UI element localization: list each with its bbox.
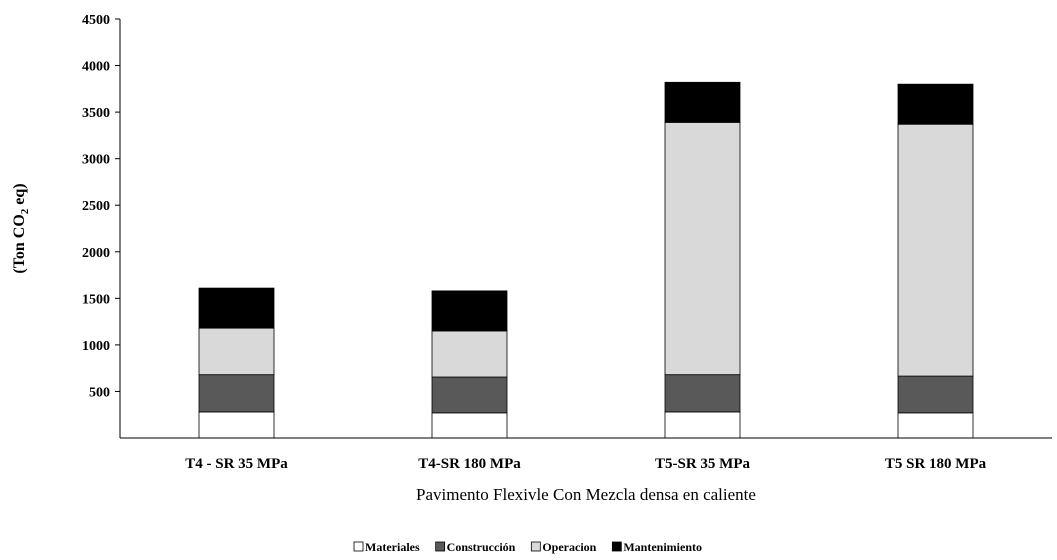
y-tick-label: 4500 <box>82 13 110 28</box>
bar-segment-construcci-n <box>431 376 508 414</box>
x-category-label: T5 SR 180 MPa <box>885 456 987 472</box>
y-tick-label: 4000 <box>82 60 110 75</box>
bar-segment-construcci-n <box>664 374 741 413</box>
legend-label: Operacion <box>542 540 596 554</box>
y-tick-label: 500 <box>89 385 110 400</box>
legend-item: Materiales <box>353 540 420 554</box>
y-axis-label: (Ton CO2 eq) <box>11 183 31 273</box>
legend: Materiales Construcción Operacion Mantenimi… <box>353 540 702 554</box>
legend-label: Materiales <box>365 540 420 554</box>
legend-item: Operacion <box>530 540 597 554</box>
bar-segment-operacion <box>198 327 275 376</box>
legend-swatch <box>611 541 622 552</box>
y-tick-label: 2500 <box>82 199 110 214</box>
legend-swatch <box>435 541 446 552</box>
x-category-label: T4 - SR 35 MPa <box>185 456 288 472</box>
bar-segment-materiales <box>431 412 508 439</box>
bar-segment-construcci-n <box>897 375 974 414</box>
bar-segment-mantenimiento <box>198 287 275 329</box>
bar-segment-materiales <box>198 411 275 439</box>
x-category-label: T5-SR 35 MPa <box>655 456 750 472</box>
legend-swatch <box>353 541 364 552</box>
y-axis-label-subscript: 2 <box>19 208 31 214</box>
bar-segment-construcci-n <box>198 374 275 413</box>
y-axis-label-end: eq) <box>11 183 28 208</box>
y-tick-label: 1000 <box>82 339 110 354</box>
x-category-label: T4-SR 180 MPa <box>418 456 521 472</box>
bar-segment-materiales <box>664 411 741 439</box>
y-tick-label: 2000 <box>82 246 110 261</box>
y-tick-label: 3000 <box>82 153 110 168</box>
legend-label: Mantenimiento <box>623 540 702 554</box>
legend-item: Mantenimiento <box>611 540 702 554</box>
y-tick-label: 1500 <box>82 292 110 307</box>
bar-segment-operacion <box>431 330 508 378</box>
y-tick-label: 3500 <box>82 106 110 121</box>
bar-segment-mantenimiento <box>664 81 741 123</box>
bar-segment-mantenimiento <box>431 290 508 332</box>
legend-item: Construcción <box>435 540 516 554</box>
bar-segment-materiales <box>897 412 974 439</box>
x-axis-label: Pavimento Flexivle Con Mezcla densa en c… <box>416 485 756 504</box>
x-axis-categories: T4 - SR 35 MPa T4-SR 180 MPa T5-SR 35 MPa T… <box>185 456 986 472</box>
legend-swatch <box>530 541 541 552</box>
y-axis-ticks: 500 1000 1500 2000 2500 3000 3500 4000 4500 <box>82 13 120 400</box>
bar-segment-operacion <box>664 121 741 376</box>
bar-segment-mantenimiento <box>897 83 974 125</box>
legend-label: Construcción <box>447 540 516 554</box>
y-axis-label-main: (Ton CO <box>11 214 28 273</box>
bar-segment-operacion <box>897 123 974 377</box>
bars <box>198 81 974 439</box>
